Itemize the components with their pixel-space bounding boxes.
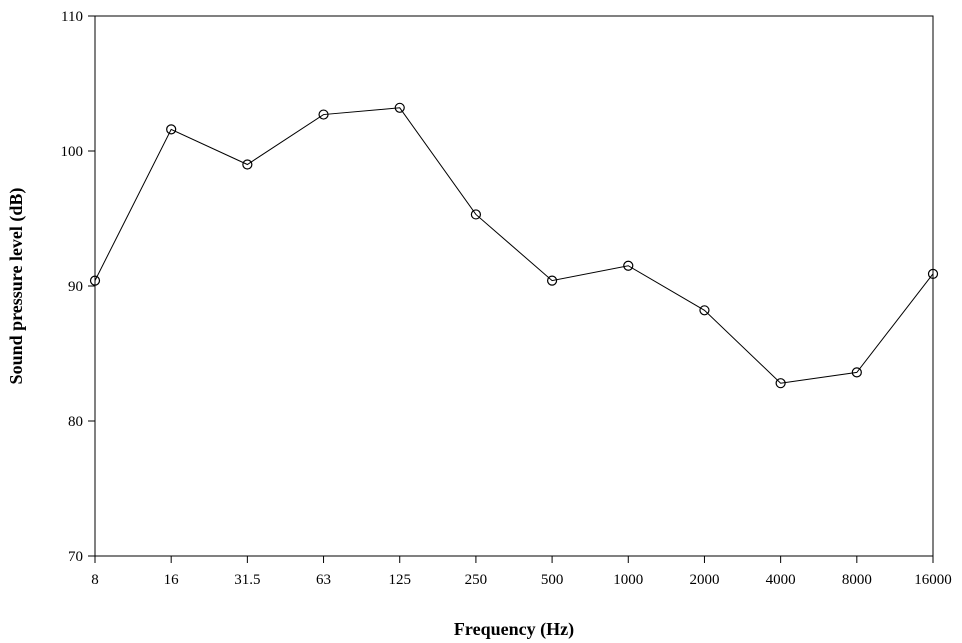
x-tick-label: 125 (388, 572, 411, 588)
y-tick-label: 80 (68, 414, 83, 430)
data-point-marker (166, 124, 177, 135)
series-layer (89, 102, 939, 389)
x-tick-label: 31.5 (234, 572, 260, 588)
plot-frame (94, 15, 934, 557)
data-point-marker (927, 268, 939, 279)
data-point-marker (89, 275, 101, 286)
data-point-marker (242, 159, 253, 170)
x-tick-label: 63 (316, 572, 331, 588)
data-point-marker (318, 109, 329, 120)
series-line (94, 107, 934, 384)
x-axis: 8 16 31.5 63 125 250 500 1000 2000 4000 8000 16000 (91, 556, 952, 588)
y-tick-label: 90 (68, 279, 83, 295)
data-point-marker (699, 305, 710, 316)
x-tick-label: 500 (541, 572, 564, 588)
x-tick-label: 16 (164, 572, 180, 588)
x-tick-label: 2000 (689, 572, 719, 588)
data-point-marker (623, 260, 634, 271)
x-axis-title: Frequency (Hz) (454, 619, 574, 640)
x-tick-label: 8 (91, 572, 99, 588)
x-tick-label: 8000 (842, 572, 872, 588)
data-point-marker (851, 367, 862, 378)
data-point-marker (394, 102, 405, 113)
y-tick-label: 110 (61, 9, 83, 25)
y-tick-label: 100 (61, 144, 84, 160)
data-point-marker (775, 378, 786, 389)
x-tick-label: 250 (465, 572, 488, 588)
x-tick-label: 1000 (613, 572, 643, 588)
data-point-marker (546, 275, 558, 286)
y-tick-label: 70 (68, 549, 83, 565)
x-tick-label: 16000 (914, 572, 952, 588)
x-tick-label: 4000 (766, 572, 796, 588)
y-axis: 70 80 90 100 110 (61, 9, 95, 565)
data-point-marker (470, 209, 482, 220)
y-axis-title: Sound pressure level (dB) (6, 188, 27, 385)
plot-border (94, 15, 934, 557)
